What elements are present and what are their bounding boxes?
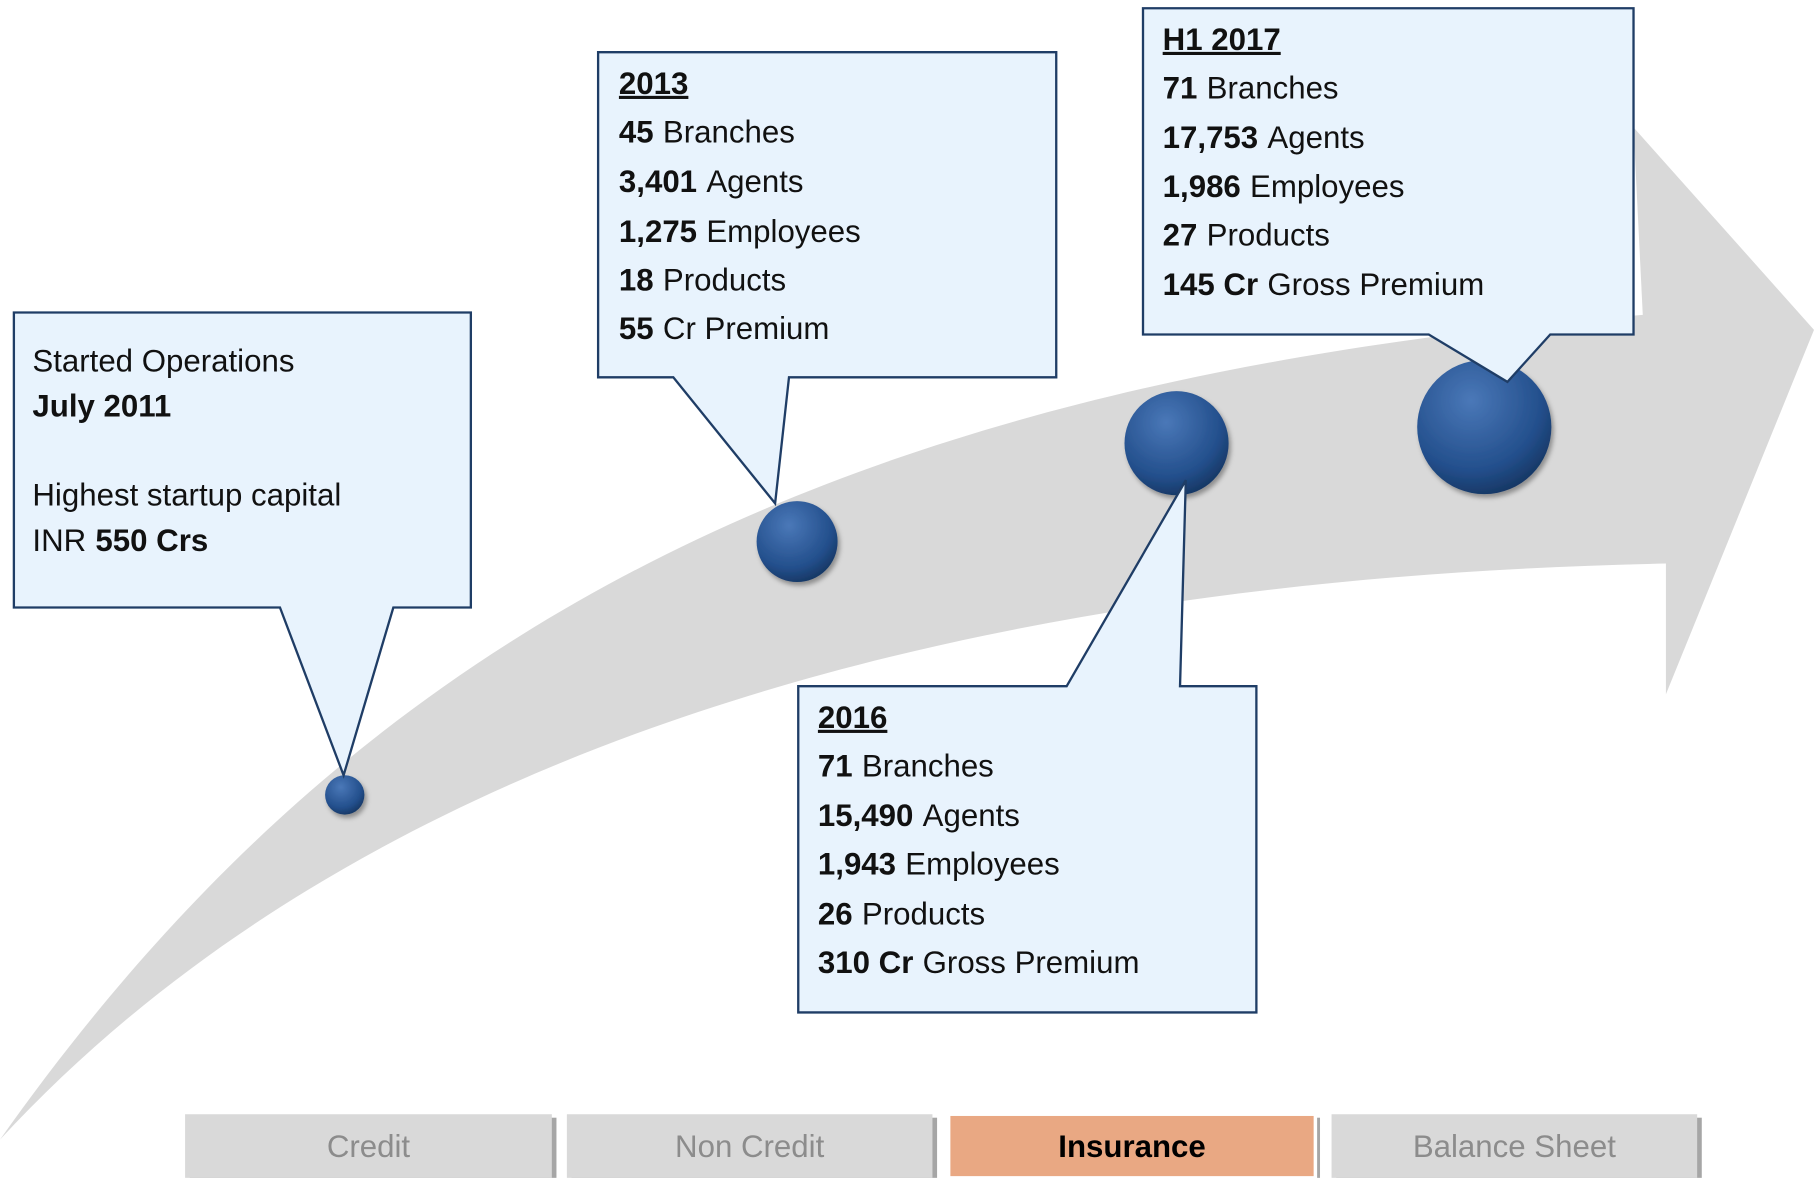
callout-line: 18 Products	[619, 263, 786, 298]
callout-heading: 2016	[818, 700, 887, 735]
callout-line: 1,943 Employees	[818, 847, 1060, 882]
tab-label: Balance Sheet	[1413, 1129, 1616, 1164]
callout-box	[797, 479, 1258, 1014]
milestone-dot	[1417, 359, 1552, 495]
nav-tab[interactable]: Balance Sheet	[1331, 1114, 1702, 1178]
callout-line: 1,986 Employees	[1163, 169, 1405, 204]
text-segment: Cr Premium	[663, 311, 830, 346]
text-segment: 310 Cr	[818, 945, 913, 980]
text-segment: Gross Premium	[923, 945, 1140, 980]
tab-label: Credit	[327, 1129, 411, 1164]
text-segment: Branches	[862, 748, 994, 783]
text-segment: 145 Cr	[1163, 267, 1258, 302]
text-segment: Gross Premium	[1267, 267, 1484, 302]
callout-line: 45 Branches	[619, 114, 795, 149]
callout-box	[1141, 7, 1635, 384]
callout-line: 55 Cr Premium	[619, 311, 830, 346]
text-segment: Agents	[706, 164, 803, 199]
text-segment: 550 Crs	[95, 523, 208, 558]
text-segment: July 2011	[32, 389, 171, 424]
callout-line: 26 Products	[818, 896, 985, 931]
text-segment: Products	[663, 263, 786, 298]
text-segment: Started Operations	[32, 344, 294, 379]
callout-line: Highest startup capital	[32, 478, 341, 513]
tab-bg	[946, 1112, 1318, 1178]
tab-bg	[1331, 1114, 1698, 1178]
callout-box	[596, 51, 1058, 507]
text-segment: Branches	[1207, 70, 1339, 105]
text-segment: 3,401	[619, 164, 697, 199]
callout-line: 15,490 Agents	[818, 798, 1020, 833]
callout-line: 145 Cr Gross Premium	[1163, 267, 1485, 302]
text-segment: 27	[1163, 217, 1198, 252]
callout: Started Operations July 2011 Highest start…	[12, 311, 473, 779]
text-segment: 1,986	[1163, 169, 1241, 204]
nav-tab[interactable]: Non Credit	[566, 1114, 938, 1178]
text-segment: Branches	[663, 114, 795, 149]
text-segment: Agents	[1267, 120, 1364, 155]
callout-heading: 2013	[619, 66, 688, 101]
text-segment: 71	[1163, 70, 1198, 105]
callout-line: 3,401 Agents	[619, 164, 804, 199]
text-segment: 45	[619, 114, 654, 149]
text-segment: Employees	[905, 847, 1059, 882]
milestone-dot	[325, 775, 365, 815]
callout-line: July 2011	[32, 389, 171, 424]
callout-box	[12, 311, 473, 779]
text-segment: 17,753	[1163, 120, 1259, 155]
tab-bg	[185, 1114, 552, 1178]
callout-line: 310 Cr Gross Premium	[818, 945, 1140, 980]
text-segment: 15,490	[818, 798, 914, 833]
growth-arrow	[0, 127, 1814, 1140]
callout-line: 1,275 Employees	[619, 214, 861, 249]
text-segment: Products	[862, 896, 985, 931]
callout-line: INR 550 Crs	[32, 523, 208, 558]
callout: 2016 71 Branches 15,490 Agents 1,943 Employees…	[797, 479, 1258, 1014]
text-segment: Highest startup capital	[32, 478, 341, 513]
text-segment: 71	[818, 748, 853, 783]
text-segment: 55	[619, 311, 654, 346]
text-segment: Products	[1207, 217, 1330, 252]
callout: H1 2017 71 Branches 17,753 Agents 1,986 Employ…	[1141, 7, 1635, 384]
text-segment: 1,275	[619, 214, 697, 249]
text-segment: Employees	[706, 214, 860, 249]
milestone-dot	[1124, 391, 1229, 496]
text-segment: Agents	[923, 798, 1020, 833]
text-segment: 1,943	[818, 847, 896, 882]
callout-line: 71 Branches	[818, 748, 994, 783]
text-segment: 18	[619, 263, 654, 298]
tab-bg	[566, 1114, 933, 1178]
milestone-dot	[756, 501, 838, 583]
text-segment: Employees	[1250, 169, 1404, 204]
callout-line: 27 Products	[1163, 217, 1330, 252]
nav-tab[interactable]: Credit	[185, 1114, 557, 1178]
nav-tab[interactable]: Insurance	[946, 1112, 1321, 1178]
callout-line: 71 Branches	[1163, 70, 1339, 105]
text-segment: 26	[818, 896, 853, 931]
callout-line: 17,753 Agents	[1163, 120, 1365, 155]
callout-heading: H1 2017	[1163, 22, 1281, 57]
tab-label: Non Credit	[675, 1129, 825, 1164]
callout-line: Started Operations	[32, 344, 294, 379]
text-segment: INR	[32, 523, 86, 558]
tab-label: Insurance	[1058, 1129, 1205, 1164]
